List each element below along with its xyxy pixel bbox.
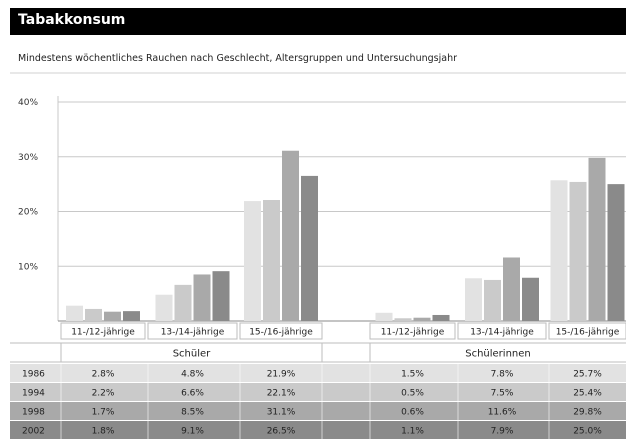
table-cell: 31.1% <box>267 408 296 418</box>
category-label-box <box>548 322 626 340</box>
table-cell: 25.7% <box>573 370 602 380</box>
table-cell: 4.8% <box>181 370 204 380</box>
category-label: 11-/12-jährige <box>71 328 135 338</box>
group-label: Schüler <box>173 349 211 360</box>
table-cell: 21.9% <box>267 370 296 380</box>
category-label-box <box>369 322 456 340</box>
table-cell: 1.8% <box>92 427 115 437</box>
table-cell: 7.9% <box>491 427 514 437</box>
table-cell: 2.2% <box>92 389 115 399</box>
y-tick-label: 10% <box>18 262 38 272</box>
bar-1994 <box>263 200 280 321</box>
chart-title: Tabakkonsum <box>18 12 126 28</box>
table-cell: 1.7% <box>92 408 115 418</box>
y-tick-label: 40% <box>18 98 38 108</box>
table-cell: 0.6% <box>401 408 424 418</box>
table-cell: 8.5% <box>181 408 204 418</box>
category-label: 11-/12-jährige <box>381 328 445 338</box>
bar-1994 <box>394 318 412 321</box>
category-label-box <box>457 322 547 340</box>
y-tick-label: 30% <box>18 153 38 163</box>
table-cell: 2.8% <box>92 370 115 380</box>
category-label: 13-/14-jährige <box>161 328 225 338</box>
bar-1986 <box>550 180 568 321</box>
table-cell: 25.0% <box>573 427 602 437</box>
table-cell: 0.5% <box>401 389 424 399</box>
table-cell: 7.5% <box>491 389 514 399</box>
bar-2002 <box>212 271 230 321</box>
bar-1998 <box>282 150 299 321</box>
table-cell: 6.6% <box>181 389 204 399</box>
bar-1994 <box>569 181 587 321</box>
bar-1986 <box>465 278 482 321</box>
title-bar: Tabakkonsum <box>10 8 626 35</box>
bar-2002 <box>607 184 625 321</box>
category-label: 15-/16-jährige <box>249 328 313 338</box>
bar-2002 <box>123 311 140 321</box>
category-label: 15-/16-jährige <box>556 328 620 338</box>
bar-1994 <box>174 284 192 321</box>
bar-2002 <box>522 277 539 321</box>
category-label-box <box>239 322 323 340</box>
bar-2002 <box>301 175 318 321</box>
bar-1998 <box>588 157 606 321</box>
bar-1986 <box>66 305 83 321</box>
bar-1986 <box>375 312 393 321</box>
category-label-box <box>147 322 238 340</box>
table-row-year: 1994 <box>22 389 45 399</box>
bar-1986 <box>244 201 261 321</box>
table-cell: 7.8% <box>491 370 514 380</box>
bar-1986 <box>155 294 173 321</box>
bar-1998 <box>413 317 431 321</box>
table-row-1986 <box>10 364 626 382</box>
table-row-year: 1998 <box>22 408 45 418</box>
bar-1998 <box>193 274 211 321</box>
table-row-1998 <box>10 402 626 420</box>
bar-1994 <box>85 308 102 321</box>
table-cell: 25.4% <box>573 389 602 399</box>
table-cell: 11.6% <box>488 408 517 418</box>
table-row-1994 <box>10 383 626 401</box>
group-label: Schülerinnen <box>465 349 531 360</box>
bar-1994 <box>484 279 501 321</box>
table-row-year: 2002 <box>22 427 45 437</box>
bar-1998 <box>104 311 121 321</box>
category-label: 13-/14-jährige <box>470 328 534 338</box>
table-cell: 1.1% <box>401 427 424 437</box>
y-tick-label: 20% <box>18 208 38 218</box>
table-cell: 9.1% <box>181 427 204 437</box>
category-label-box <box>60 322 146 340</box>
table-row-year: 1986 <box>22 370 45 380</box>
bar-2002 <box>432 314 450 321</box>
table-cell: 22.1% <box>267 389 296 399</box>
table-row-2002 <box>10 421 626 439</box>
chart-subtitle: Mindestens wöchentliches Rauchen nach Ge… <box>18 53 457 64</box>
table-cell: 26.5% <box>267 427 296 437</box>
table-cell: 1.5% <box>401 370 424 380</box>
table-cell: 29.8% <box>573 408 602 418</box>
bar-1998 <box>503 257 520 321</box>
